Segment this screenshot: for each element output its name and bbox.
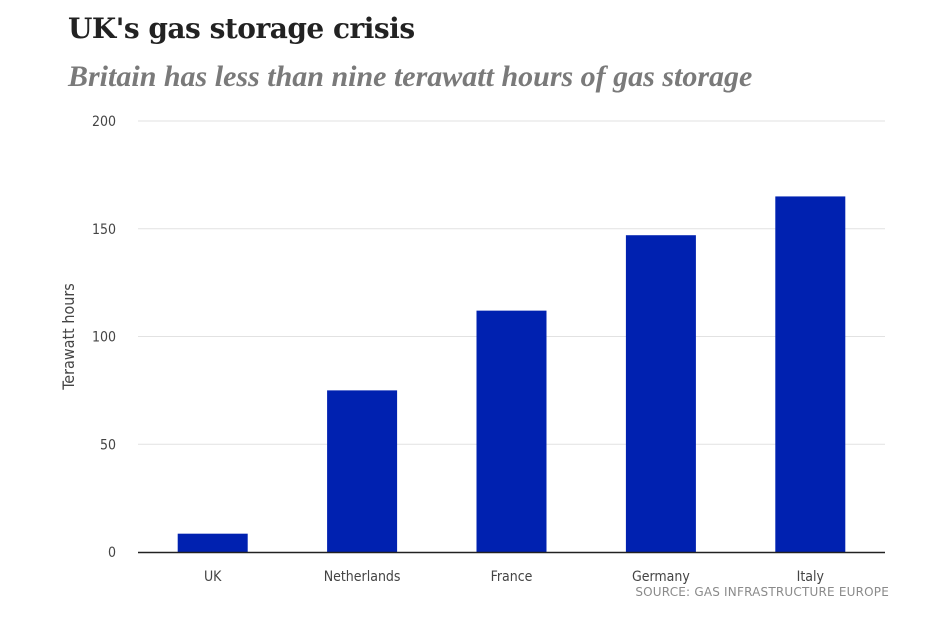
bar-uk — [177, 533, 248, 552]
bar-italy — [775, 196, 846, 553]
chart-subtitle: Britain has less than nine terawatt hour… — [68, 60, 753, 93]
bar-netherlands — [327, 390, 398, 552]
x-tick-label: Italy — [797, 569, 825, 585]
y-tick-label: 0 — [108, 545, 116, 561]
y-tick-label: 100 — [92, 330, 116, 346]
y-axis-ticks: 0 50 100 150 200 — [92, 114, 116, 561]
source-note: SOURCE: GAS INFRASTRUCTURE EUROPE — [635, 585, 889, 599]
bar-germany — [625, 235, 696, 552]
x-axis-ticks: UK Netherlands France Germany Italy — [204, 569, 825, 585]
x-tick-label: France — [491, 569, 533, 585]
y-tick-label: 200 — [92, 114, 116, 130]
chart-title: UK's gas storage crisis — [68, 12, 415, 45]
x-tick-label: Germany — [632, 569, 690, 585]
y-tick-label: 150 — [92, 222, 116, 238]
x-tick-label: UK — [204, 569, 222, 585]
y-tick-label: 50 — [100, 437, 116, 453]
y-axis-label: Terawatt hours — [59, 283, 78, 391]
bar-france — [476, 310, 547, 552]
bars — [177, 196, 846, 553]
x-tick-label: Netherlands — [324, 569, 401, 585]
